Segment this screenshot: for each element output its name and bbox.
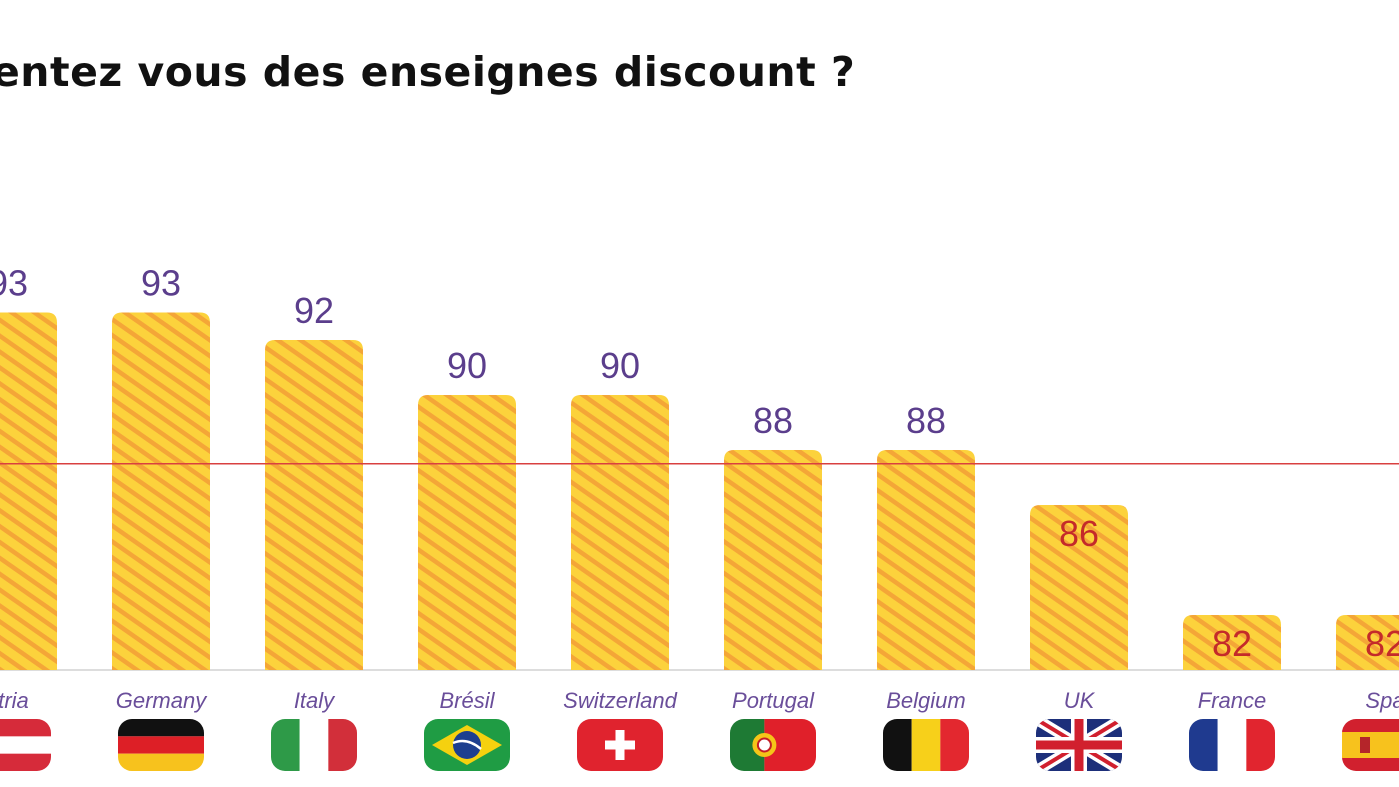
category-label-spain: Spa bbox=[1365, 688, 1399, 713]
bar-belgium bbox=[877, 450, 975, 670]
flag-italy-icon bbox=[271, 719, 357, 771]
value-label-italy: 92 bbox=[294, 290, 334, 331]
flag-switzerland-icon bbox=[577, 719, 663, 771]
value-label-france: 82 bbox=[1212, 623, 1252, 664]
bar-austria bbox=[0, 312, 57, 670]
bar-switzerland bbox=[571, 395, 669, 670]
value-label-germany: 93 bbox=[141, 263, 181, 304]
flag-germany-icon bbox=[118, 719, 204, 771]
bar-france bbox=[1183, 615, 1281, 670]
category-label-italy: Italy bbox=[294, 688, 336, 713]
category-label-switzerland: Switzerland bbox=[563, 688, 677, 713]
bar-brazil bbox=[418, 395, 516, 670]
flag-portugal-icon bbox=[730, 719, 816, 771]
category-label-belgium: Belgium bbox=[886, 688, 965, 713]
bar-italy bbox=[265, 340, 363, 670]
category-label-france: France bbox=[1198, 688, 1266, 713]
bar-uk bbox=[1030, 505, 1128, 670]
bar-spain bbox=[1336, 615, 1399, 670]
flag-uk-icon bbox=[1036, 719, 1122, 771]
category-label-portugal: Portugal bbox=[732, 688, 815, 713]
value-label-brazil: 90 bbox=[447, 345, 487, 386]
chart-title: entez vous des enseignes discount ? bbox=[0, 48, 856, 96]
flag-belgium-icon bbox=[883, 719, 969, 771]
category-label-brazil: Brésil bbox=[439, 688, 495, 713]
value-label-spain: 82 bbox=[1365, 623, 1399, 664]
category-label-uk: UK bbox=[1064, 688, 1096, 713]
value-label-portugal: 88 bbox=[753, 400, 793, 441]
category-label-austria: stria bbox=[0, 688, 29, 713]
bar-portugal bbox=[724, 450, 822, 670]
bar-germany bbox=[112, 312, 210, 670]
category-label-germany: Germany bbox=[116, 688, 208, 713]
value-label-austria: 93 bbox=[0, 263, 28, 304]
flag-brazil-icon bbox=[424, 719, 510, 771]
flag-austria-icon bbox=[0, 719, 51, 771]
flag-france-icon bbox=[1189, 719, 1275, 771]
value-label-belgium: 88 bbox=[906, 400, 946, 441]
value-label-uk: 86 bbox=[1059, 513, 1099, 554]
flag-spain-icon bbox=[1342, 719, 1399, 771]
value-label-switzerland: 90 bbox=[600, 345, 640, 386]
